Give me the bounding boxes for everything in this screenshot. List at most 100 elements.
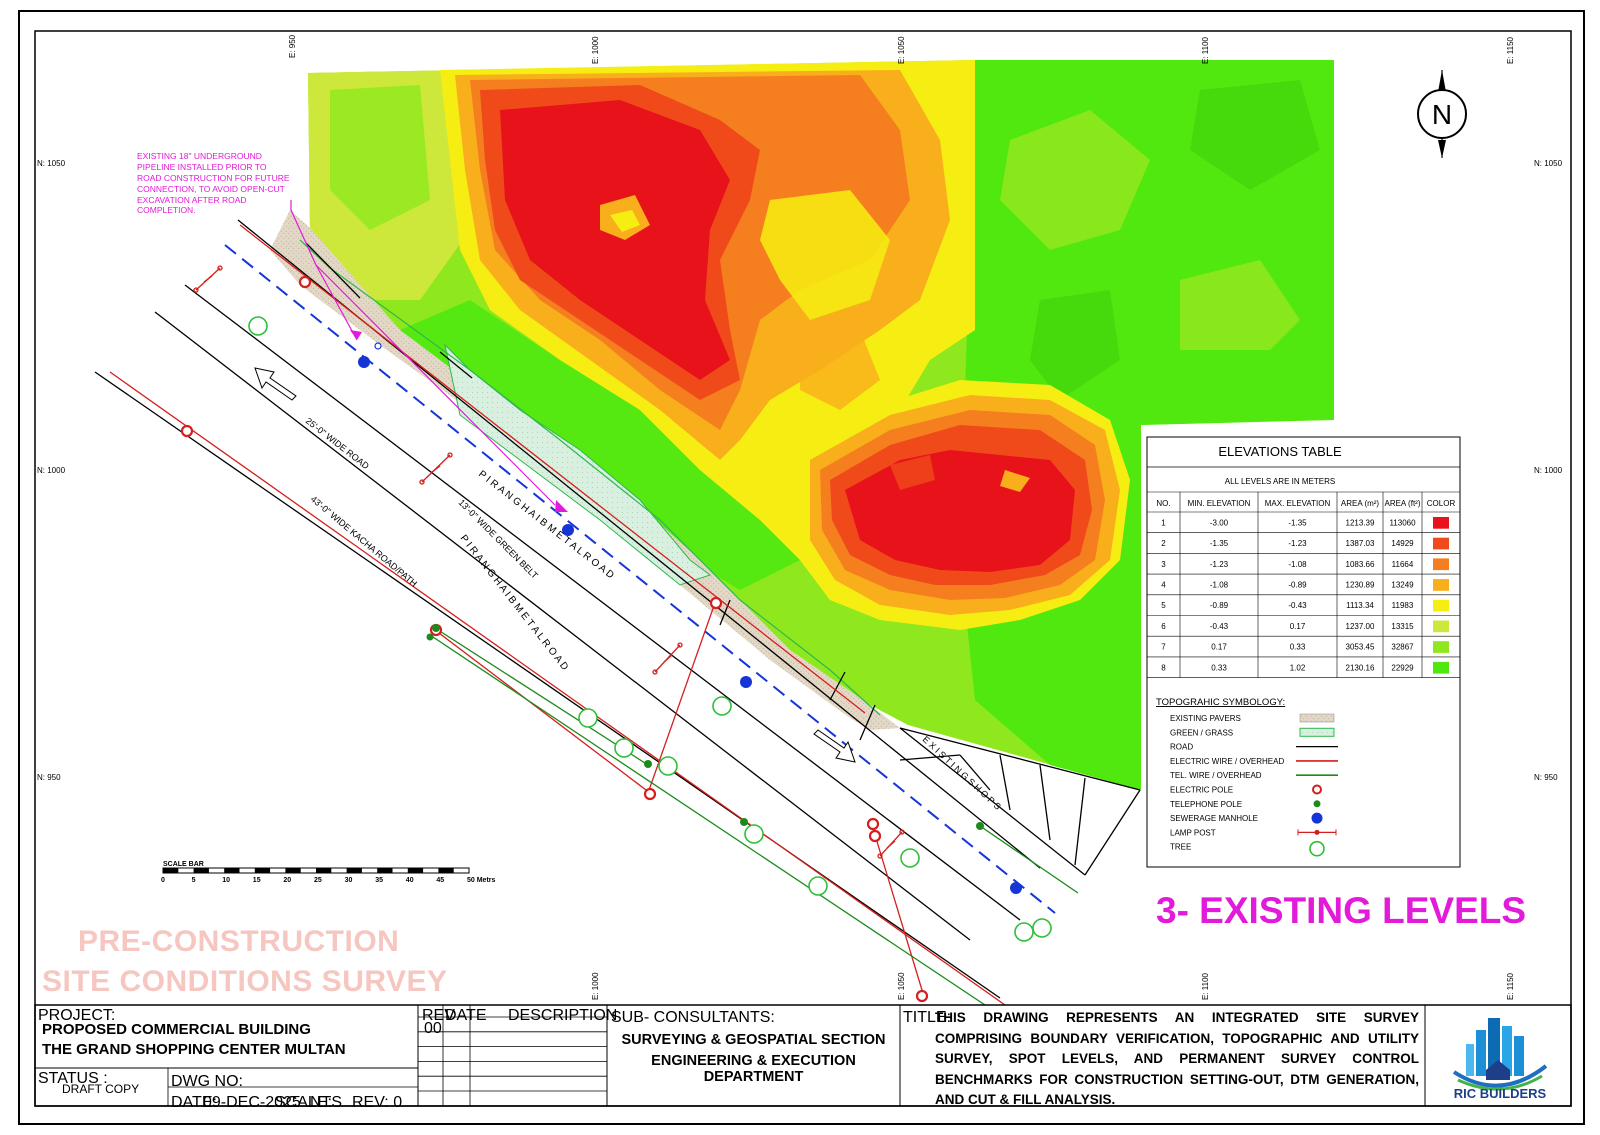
table-cell: 32867 <box>1391 643 1414 652</box>
sewer-manholes <box>358 342 1022 894</box>
level-color-swatch <box>1433 537 1449 550</box>
e-label-1100-bottom: E: 1100 <box>1201 972 1210 1000</box>
title-description: THIS DRAWING REPRESENTS AN INTEGRATED SI… <box>935 1010 1419 1108</box>
date-label: DATE: <box>171 1094 217 1111</box>
electric-poles <box>180 275 929 1003</box>
symbology-item: SEWERAGE MANHOLE <box>1170 814 1258 823</box>
table-cell: 0.17 <box>1290 622 1306 631</box>
svg-text:SCALE BAR: SCALE BAR <box>163 861 204 868</box>
telephone-pole-symbol-icon <box>1313 800 1321 808</box>
rev-label: REV: 0 <box>352 1094 403 1111</box>
table-cell: 5 <box>1161 601 1166 610</box>
symbology-title: TOPOGRAHIC SYMBOLOGY: <box>1156 697 1285 708</box>
kacha-road-label: 43'-0" WIDE KACHA ROAD/PATH <box>309 494 419 589</box>
pavers-symbol-icon <box>1299 713 1335 723</box>
level-color-swatch <box>1433 579 1449 591</box>
scale-tick-label: 25 <box>314 877 322 884</box>
table-cell: -0.89 <box>1210 601 1229 610</box>
project-line-2: THE GRAND SHOPPING CENTER MULTAN <box>42 1041 346 1058</box>
table-header: AREA (m²) <box>1341 499 1380 508</box>
scale-value: NTS <box>310 1094 342 1111</box>
title-block <box>34 1004 1572 1107</box>
table-cell: 7 <box>1161 643 1166 652</box>
symbology-item: ROAD <box>1170 743 1193 752</box>
svg-text:CONNECTION, TO AVOID OPEN-CUT: CONNECTION, TO AVOID OPEN-CUT <box>137 184 285 194</box>
table-cell: 3053.45 <box>1346 643 1375 652</box>
date-column-header: DATE <box>445 1007 487 1024</box>
symbology-item: EXISTING PAVERS <box>1170 714 1241 723</box>
svg-text:COMPLETION.: COMPLETION. <box>137 205 196 215</box>
table-header: COLOR <box>1427 499 1456 508</box>
level-color-swatch <box>1433 558 1449 571</box>
table-cell: 1230.89 <box>1346 580 1375 589</box>
table-cell: 22929 <box>1391 663 1414 672</box>
table-cell: 1387.03 <box>1346 539 1375 548</box>
dwg-no-label: DWG NO: <box>171 1073 243 1090</box>
grass-symbol-icon <box>1299 727 1335 737</box>
drawing-title: 3- EXISTING LEVELS <box>1156 890 1526 931</box>
e-label-950: E: 950 <box>288 34 297 58</box>
grass-strip <box>444 343 712 586</box>
svg-text:EXISTING 18" UNDERGROUND: EXISTING 18" UNDERGROUND <box>137 151 262 161</box>
table-cell: 1083.66 <box>1346 560 1375 569</box>
table-cell: 8 <box>1161 663 1166 672</box>
table-cell: 0.33 <box>1290 643 1306 652</box>
title-label: TITLE: <box>903 1009 952 1026</box>
level-color-swatch <box>1433 661 1449 674</box>
level-color-swatch <box>1433 599 1449 612</box>
table-cell: 113060 <box>1389 518 1416 527</box>
table-cell: -3.00 <box>1210 518 1229 527</box>
table-cell: 3 <box>1161 560 1166 569</box>
n-label-950-right: N: 950 <box>1534 773 1558 782</box>
status-value: DRAFT COPY <box>62 1082 140 1096</box>
e-label-1150-bottom: E: 1150 <box>1506 972 1515 1000</box>
table-cell: -1.35 <box>1210 539 1229 548</box>
table-cell: 6 <box>1161 622 1166 631</box>
table-cell: 1237.00 <box>1346 622 1375 631</box>
scale-tick-label: 0 <box>161 877 165 884</box>
n-label-1050: N: 1050 <box>37 159 66 168</box>
svg-text:EXCAVATION AFTER ROAD: EXCAVATION AFTER ROAD <box>137 195 247 205</box>
sub-consultants-label: SUB- CONSULTANTS: <box>611 1009 775 1026</box>
elevations-table-title: ELEVATIONS TABLE <box>1218 444 1342 459</box>
table-cell: -0.89 <box>1288 580 1307 589</box>
scale-tick-label: 35 <box>375 877 383 884</box>
date-value: 09-DEC-2025 <box>203 1094 301 1111</box>
symbology-item: TELEPHONE POLE <box>1170 800 1242 809</box>
scale-bar: SCALE BAR 0 5 10 15 20 25 30 35 40 45 50 Metrs <box>161 861 496 884</box>
symbology-item: GREEN / GRASS <box>1170 728 1233 737</box>
n-label-1000-right: N: 1000 <box>1534 466 1563 475</box>
scale-label: SCALE: <box>275 1094 332 1111</box>
e-label-1100: E: 1100 <box>1201 36 1210 64</box>
table-cell: -0.43 <box>1288 601 1307 610</box>
telephone-wires <box>429 627 1079 1005</box>
scale-tick-label: 20 <box>283 877 291 884</box>
table-cell: 1213.39 <box>1346 518 1375 527</box>
table-cell: 0.17 <box>1211 643 1227 652</box>
n-label-950: N: 950 <box>37 773 61 782</box>
project-label: PROJECT: <box>38 1007 116 1024</box>
manhole-symbol-icon <box>1311 812 1323 824</box>
north-letter: N <box>1432 99 1452 130</box>
table-cell: 2130.16 <box>1346 663 1375 672</box>
table-cell: -1.08 <box>1288 560 1307 569</box>
table-cell: 1 <box>1161 518 1166 527</box>
description-column-header: DESCRIPTION <box>508 1007 618 1024</box>
traffic-arrow-east <box>813 729 856 763</box>
symbology-item: TREE <box>1170 843 1191 852</box>
scale-tick-label: 45 <box>436 877 444 884</box>
scale-tick-label: 15 <box>253 877 261 884</box>
grid-labels: E: 950 E: 1000 E: 1050 E: 1100 E: 1150 E… <box>37 34 1563 1000</box>
table-cell: 1.02 <box>1290 663 1306 672</box>
lamp-posts <box>193 265 905 859</box>
level-color-swatch <box>1433 517 1449 529</box>
svg-text:PIPELINE INSTALLED PRIOR TO: PIPELINE INSTALLED PRIOR TO <box>137 162 267 172</box>
table-cell: 1113.34 <box>1346 601 1374 610</box>
table-header: MAX. ELEVATION <box>1265 499 1331 508</box>
tree-symbol-icon <box>1309 840 1325 857</box>
table-cell: 11664 <box>1392 560 1414 569</box>
symbology-item: ELECTRIC WIRE / OVERHEAD <box>1170 757 1284 766</box>
elevations-table: ELEVATIONS TABLE ALL LEVELS ARE IN METER… <box>1146 436 1461 868</box>
road-25-label: 25'-0" WIDE ROAD <box>304 416 372 472</box>
table-cell: -1.23 <box>1288 539 1307 548</box>
